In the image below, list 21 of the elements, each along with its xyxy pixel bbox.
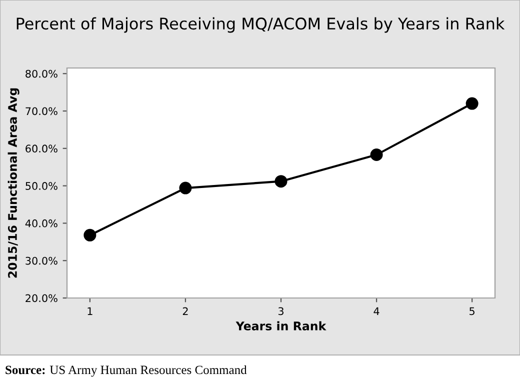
point xyxy=(466,97,478,110)
x-tick-label: 4 xyxy=(374,307,380,315)
x-tick-label: 2 xyxy=(182,307,188,315)
y-tick-label: 60.0% xyxy=(26,144,58,153)
x-axis-title: Years in Rank xyxy=(236,321,326,330)
x-tick-label: 1 xyxy=(88,307,92,315)
y-tick-label: 20.0% xyxy=(26,294,58,302)
y-tick-label: 80.0% xyxy=(26,70,58,78)
y-tick-label: 50.0% xyxy=(26,182,58,190)
point xyxy=(274,175,288,188)
y-axis-title: 2015/16 Functional Area Avg xyxy=(8,88,20,278)
y-tick-label: 30.0% xyxy=(26,256,58,265)
point xyxy=(179,182,192,194)
source-note: Source: US Army Human Resources Command xyxy=(6,365,247,377)
chart-title: Percent of Majors Receiving MQ/ACOM Evals by Years in Rank xyxy=(16,17,505,33)
y-tick-label: 40.0% xyxy=(25,219,58,228)
x-tick-label: 5 xyxy=(470,307,474,316)
x-tick-label: 3 xyxy=(278,307,284,316)
point xyxy=(370,148,383,162)
point xyxy=(84,228,96,242)
y-tick-label: 70.0% xyxy=(26,107,58,116)
